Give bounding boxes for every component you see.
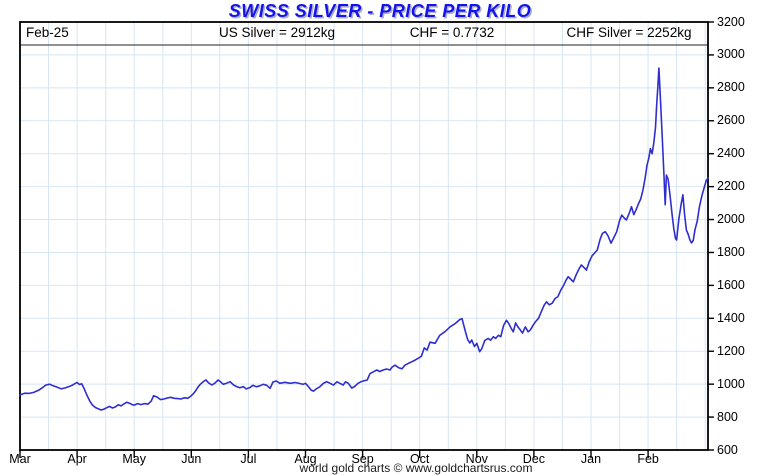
y-tick-label: 3000 (717, 47, 745, 62)
price-line (19, 67, 709, 411)
y-tick-label: 600 (717, 442, 738, 457)
x-tick-label: May (122, 452, 146, 466)
x-tick-label: Feb (637, 452, 659, 466)
attribution-text: world gold charts © www.goldchartsrus.co… (299, 461, 533, 475)
x-tick-label: Oct (409, 452, 430, 466)
x-tick-label: Jul (240, 452, 257, 466)
y-tick-label: 1800 (717, 244, 745, 259)
x-tick-label: Jun (181, 452, 202, 466)
y-tick-label: 1400 (717, 310, 745, 325)
plot-border (19, 21, 709, 451)
x-tick-label: Sep (351, 452, 374, 466)
chart-title: SWISS SILVER - PRICE PER KILO (228, 1, 532, 21)
x-tick-label: Apr (67, 452, 87, 466)
y-tick-label: 800 (717, 409, 738, 424)
y-tick-label: 2800 (717, 80, 745, 95)
x-tick-label: Aug (294, 452, 317, 466)
y-tick-label: 2000 (717, 212, 745, 227)
y-tick-label: 1000 (717, 376, 745, 391)
y-tick-label: 2200 (717, 179, 745, 194)
y-tick-label: 1200 (717, 343, 745, 358)
chf-rate-value: CHF = 0.7732 (409, 25, 495, 40)
x-tick-label: Mar (9, 452, 31, 466)
us-silver-value: US Silver = 2912kg (219, 25, 335, 40)
y-tick-label: 1600 (717, 277, 745, 292)
x-tick-label: Dec (522, 452, 546, 466)
x-tick-label: Nov (465, 452, 488, 466)
latest-date-label: Feb-25 (26, 25, 69, 40)
y-tick-label: 3200 (717, 14, 745, 29)
x-tick-label: Jan (580, 452, 602, 466)
y-tick-label: 2400 (717, 146, 745, 161)
y-tick-label: 2600 (717, 113, 745, 128)
chf-silver-value: CHF Silver = 2252kg (566, 25, 692, 40)
